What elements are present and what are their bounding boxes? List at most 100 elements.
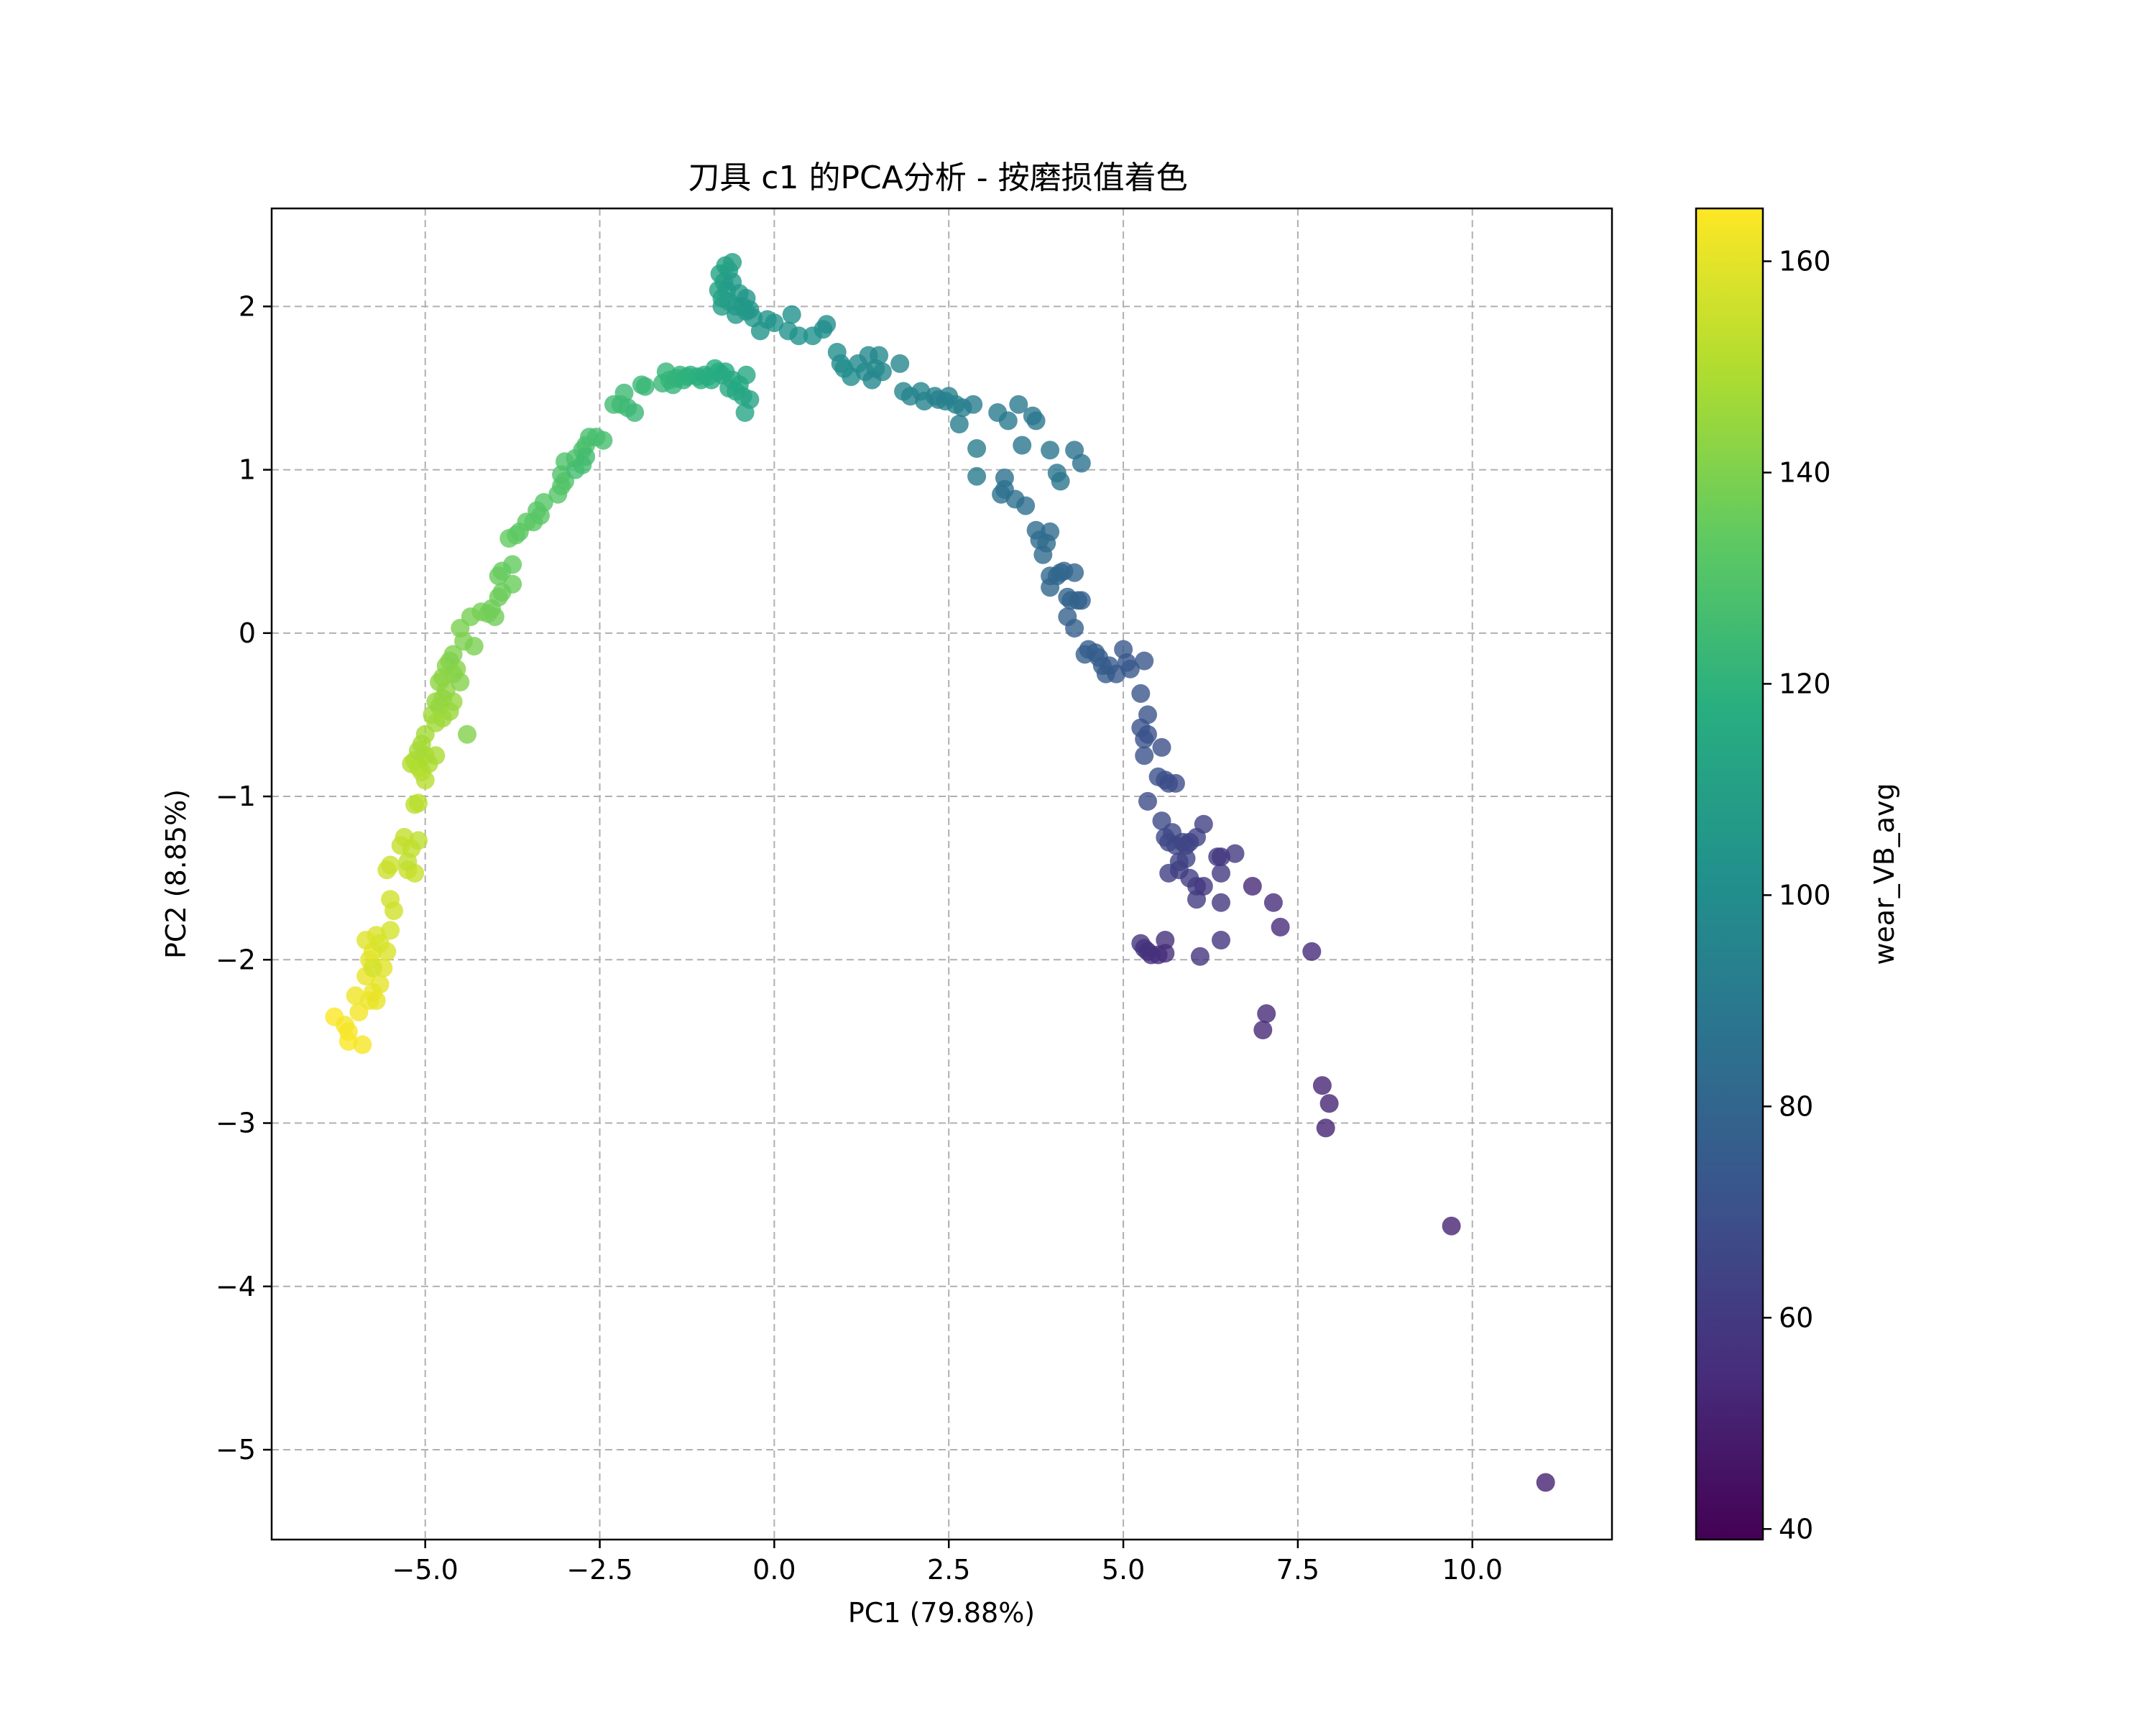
scatter-points (325, 253, 1555, 1492)
scatter-point (782, 305, 801, 324)
x-tick-label: 0.0 (752, 1554, 796, 1586)
scatter-point (949, 415, 969, 433)
y-axis-label: PC2 (8.85%) (160, 789, 192, 959)
scatter-point (503, 555, 522, 574)
scatter-point (1120, 659, 1140, 678)
scatter-point (890, 354, 910, 373)
scatter-point (1065, 619, 1084, 638)
scatter-point (576, 447, 596, 466)
scatter-point (1013, 436, 1032, 455)
scatter-point (1166, 773, 1185, 793)
scatter-point (1316, 1118, 1335, 1138)
scatter-point (1156, 944, 1175, 963)
x-tick-label: −2.5 (566, 1554, 632, 1586)
scatter-point (1041, 441, 1060, 460)
scatter-point (964, 395, 983, 414)
scatter-point (1212, 931, 1230, 949)
x-tick-label: 2.5 (927, 1554, 970, 1586)
scatter-point (1033, 545, 1053, 564)
scatter-point (1065, 563, 1084, 582)
y-tick-label: −3 (216, 1108, 256, 1139)
scatter-point (1156, 931, 1175, 949)
scatter-point (967, 439, 987, 458)
scatter-point (967, 466, 987, 486)
colorbar-tick-label: 160 (1779, 245, 1831, 277)
x-tick-label: 10.0 (1442, 1554, 1503, 1586)
scatter-point (409, 794, 428, 813)
scatter-point (789, 326, 808, 346)
scatter-point (737, 289, 756, 308)
scatter-point (1312, 1076, 1332, 1095)
scatter-point (381, 855, 400, 875)
scatter-point (370, 975, 390, 994)
scatter-point (1190, 947, 1210, 966)
scatter-point (737, 365, 756, 385)
colorbar-tick-label: 60 (1779, 1302, 1813, 1333)
scatter-point (1212, 863, 1230, 883)
scatter-point (594, 431, 613, 450)
scatter-point (398, 852, 418, 871)
colorbar-tick-label: 140 (1779, 456, 1831, 488)
colorbar-tick-label: 120 (1779, 668, 1831, 699)
scatter-point (426, 746, 446, 765)
colorbar-tick-label: 80 (1779, 1090, 1813, 1122)
x-tick-label: −5.0 (392, 1554, 459, 1586)
scatter-point (862, 370, 882, 390)
y-tick-label: 0 (239, 617, 256, 649)
scatter-point (1257, 1004, 1276, 1024)
scatter-point (1072, 591, 1091, 610)
y-tick-label: −2 (216, 944, 256, 975)
scatter-point (723, 253, 742, 272)
scatter-point (831, 354, 850, 373)
scatter-point (765, 313, 784, 333)
scatter-point (458, 724, 476, 744)
scatter-point (1016, 496, 1036, 515)
scatter-point (1302, 942, 1322, 961)
scatter-point (1138, 724, 1157, 744)
scatter-point (409, 831, 428, 850)
scatter-point (370, 934, 390, 953)
scatter-point (1152, 737, 1171, 757)
scatter-point (1135, 651, 1154, 671)
scatter-point (464, 637, 484, 656)
scatter-point (1536, 1473, 1555, 1492)
scatter-point (1138, 791, 1157, 811)
scatter-point (998, 411, 1018, 431)
plot-area-frame (270, 207, 1613, 1541)
scatter-point (367, 991, 386, 1011)
scatter-point (1009, 395, 1028, 414)
y-tick-label: −5 (216, 1434, 256, 1466)
colorbar (1695, 207, 1764, 1541)
scatter-point (381, 921, 400, 940)
scatter-point (1072, 454, 1091, 473)
scatter-point (817, 315, 837, 334)
x-axis: −5.0 −2.5 0.0 2.5 5.0 7.5 10.0 (392, 1540, 1503, 1586)
y-tick-label: −4 (216, 1271, 256, 1302)
colorbar-label: wear_VB_avg (1869, 783, 1900, 965)
chart-title: 刀具 c1 的PCA分析 - 按磨损值着色 (688, 160, 1187, 196)
scatter-point (1026, 411, 1046, 431)
y-axis: −5 −4 −3 −2 −1 0 1 2 (216, 290, 272, 1466)
grid-lines (272, 208, 1612, 1540)
y-tick-label: 2 (239, 290, 256, 322)
scatter-point (1212, 893, 1230, 912)
y-tick-label: −1 (216, 781, 256, 812)
scatter-point (534, 493, 553, 512)
scatter-point (740, 390, 760, 409)
scatter-point (1131, 684, 1151, 703)
scatter-point (614, 383, 634, 402)
colorbar-tick-label: 100 (1779, 879, 1831, 911)
scatter-point (1212, 847, 1230, 867)
scatter-point (1135, 746, 1154, 765)
scatter-point (1243, 877, 1262, 896)
scatter-point (1263, 893, 1283, 912)
x-tick-label: 5.0 (1102, 1554, 1145, 1586)
scatter-point (1051, 472, 1070, 491)
scatter-point (353, 1035, 372, 1054)
scatter-point (443, 645, 463, 664)
colorbar-tick-label: 40 (1779, 1513, 1813, 1545)
scatter-point (1442, 1216, 1461, 1236)
colorbar-ticks: 40 60 80 100 120 140 160 (1763, 245, 1831, 1545)
x-axis-label: PC1 (79.88%) (848, 1597, 1035, 1629)
